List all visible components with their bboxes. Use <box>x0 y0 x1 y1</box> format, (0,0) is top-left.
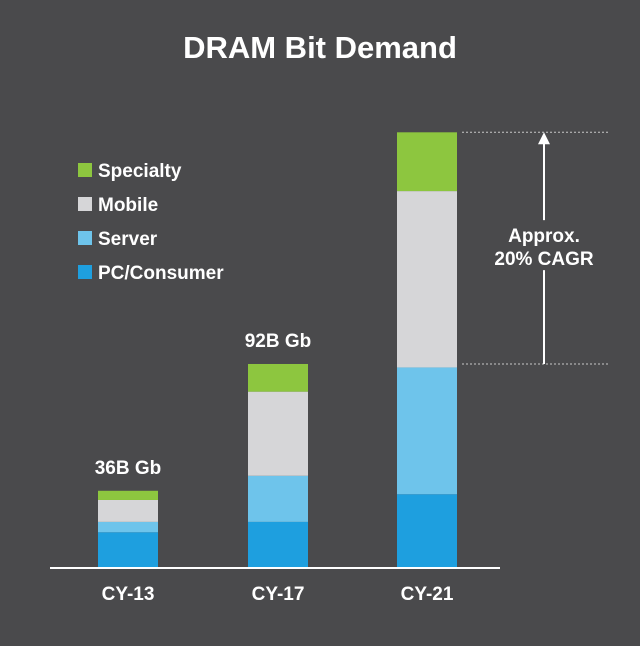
legend-swatch-server <box>78 231 92 245</box>
x-tick-cy-17: CY-17 <box>252 584 305 605</box>
bar-cy-21-specialty <box>397 132 457 192</box>
annotation-line-2: 20% CAGR <box>494 249 594 270</box>
legend-swatch-specialty <box>78 163 92 177</box>
bar-cy-13-specialty <box>98 490 158 500</box>
bars <box>98 132 457 568</box>
bar-cy-17-specialty <box>248 363 308 392</box>
bar-cy-13-mobile <box>98 499 158 522</box>
data-label-cy-13: 36B Gb <box>95 458 162 479</box>
bar-cy-21-server <box>397 367 457 495</box>
legend-swatch-pc-consumer <box>78 265 92 279</box>
cagr-arrowhead-icon <box>538 132 550 145</box>
cagr-annotation: Approx. 20% CAGR <box>462 131 608 365</box>
bar-cy-13-pc-consumer <box>98 532 158 568</box>
bar-cy-21-mobile <box>397 191 457 368</box>
chart-title: DRAM Bit Demand <box>183 30 457 65</box>
annotation-background <box>484 220 604 271</box>
x-tick-cy-13: CY-13 <box>102 584 155 605</box>
bar-cy-17-pc-consumer <box>248 521 308 568</box>
legend-swatch-mobile <box>78 197 92 211</box>
data-labels: 36B Gb 92B Gb <box>95 331 312 479</box>
legend-label-specialty: Specialty <box>98 161 182 182</box>
legend-label-pc-consumer: PC/Consumer <box>98 263 224 284</box>
x-tick-labels: CY-13 CY-17 CY-21 <box>102 584 454 605</box>
data-label-cy-17: 92B Gb <box>245 331 312 352</box>
bar-cy-17-server <box>248 475 308 522</box>
legend: Specialty Mobile Server PC/Consumer <box>78 161 224 284</box>
legend-label-server: Server <box>98 229 158 250</box>
x-tick-cy-21: CY-21 <box>401 584 454 605</box>
annotation-line-1: Approx. <box>508 226 580 247</box>
bar-cy-21-pc-consumer <box>397 494 457 568</box>
legend-label-mobile: Mobile <box>98 195 158 216</box>
bar-cy-13-server <box>98 521 158 533</box>
bar-cy-17-mobile <box>248 391 308 476</box>
